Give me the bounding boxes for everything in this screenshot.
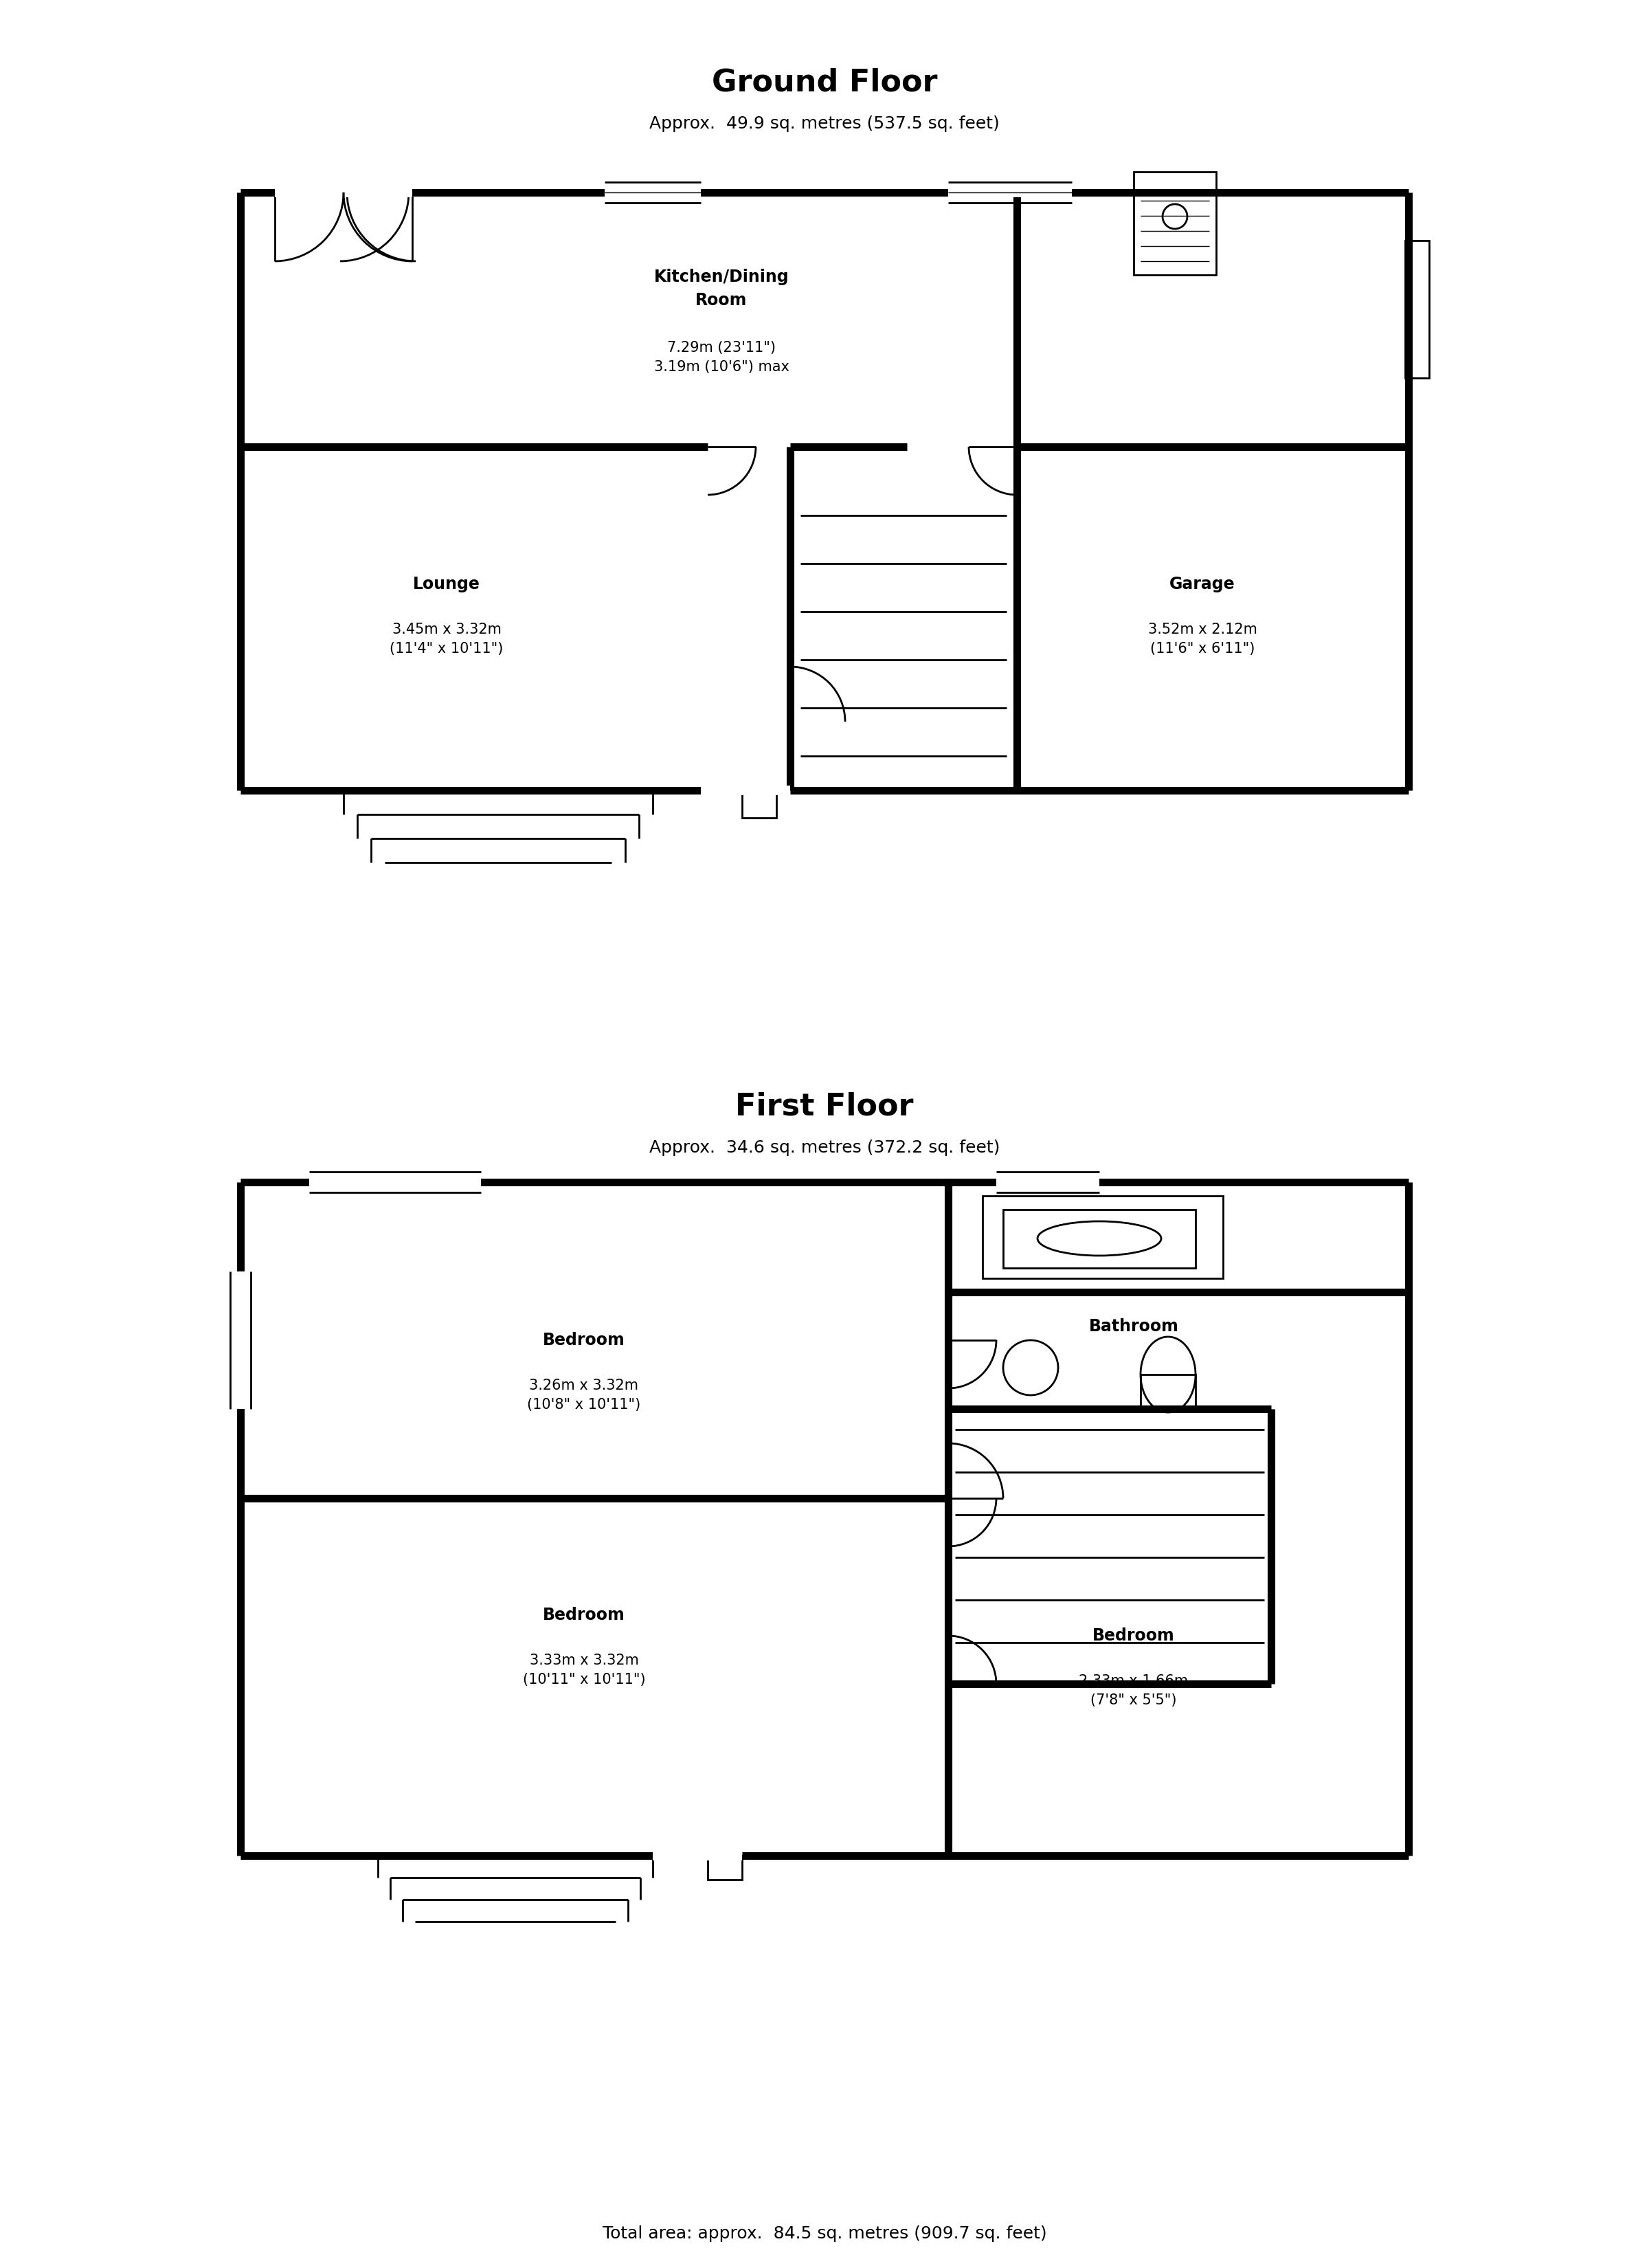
Text: Approx.  34.6 sq. metres (372.2 sq. feet): Approx. 34.6 sq. metres (372.2 sq. feet): [650, 1139, 999, 1157]
Text: 2.33m x 1.66m
(7'8" x 5'5"): 2.33m x 1.66m (7'8" x 5'5"): [1078, 1674, 1189, 1708]
Text: Garage: Garage: [1169, 576, 1235, 592]
Bar: [1405, 240, 1430, 379]
Bar: [983, 1195, 1224, 1279]
Ellipse shape: [1037, 1220, 1161, 1256]
Circle shape: [1163, 204, 1187, 229]
Bar: [1003, 1209, 1196, 1268]
Text: First Floor: First Floor: [735, 1091, 914, 1120]
Circle shape: [1003, 1340, 1059, 1395]
Text: Bathroom: Bathroom: [1088, 1318, 1179, 1334]
Bar: [707, 1855, 742, 1880]
Text: Bedroom: Bedroom: [1093, 1628, 1174, 1644]
Text: Bedroom: Bedroom: [543, 1331, 625, 1349]
Text: 3.52m x 2.12m
(11'6" x 6'11"): 3.52m x 2.12m (11'6" x 6'11"): [1148, 624, 1257, 655]
Text: 3.45m x 3.32m
(11'4" x 10'11"): 3.45m x 3.32m (11'4" x 10'11"): [389, 624, 503, 655]
Text: Total area: approx.  84.5 sq. metres (909.7 sq. feet): Total area: approx. 84.5 sq. metres (909…: [602, 2225, 1047, 2241]
Bar: [742, 789, 777, 819]
Bar: [1135, 172, 1217, 274]
Text: Ground Floor: Ground Floor: [712, 68, 937, 98]
Text: Lounge: Lounge: [412, 576, 480, 592]
Ellipse shape: [1141, 1336, 1196, 1413]
Bar: [1141, 1374, 1196, 1408]
Text: Approx.  49.9 sq. metres (537.5 sq. feet): Approx. 49.9 sq. metres (537.5 sq. feet): [650, 116, 999, 132]
Text: Bedroom: Bedroom: [543, 1606, 625, 1624]
Text: 3.33m x 3.32m
(10'11" x 10'11"): 3.33m x 3.32m (10'11" x 10'11"): [523, 1653, 645, 1687]
Text: Kitchen/Dining
Room: Kitchen/Dining Room: [655, 270, 788, 308]
Text: 7.29m (23'11")
3.19m (10'6") max: 7.29m (23'11") 3.19m (10'6") max: [653, 340, 790, 374]
Text: 3.26m x 3.32m
(10'8" x 10'11"): 3.26m x 3.32m (10'8" x 10'11"): [528, 1379, 641, 1411]
